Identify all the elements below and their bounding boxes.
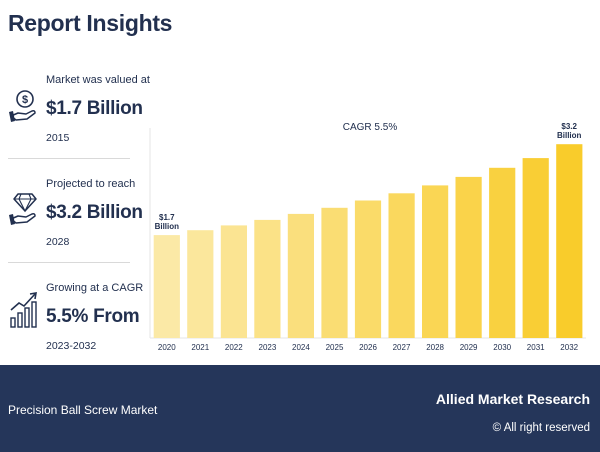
bar-2030 bbox=[489, 167, 516, 338]
stat-value: 5.5% From bbox=[46, 306, 140, 327]
x-tick-label: 2028 bbox=[426, 343, 444, 352]
chart-svg: CAGR 5.5% 2020 2021 2022 2023 2024 2025 2026 202… bbox=[149, 122, 586, 352]
x-tick-label: 2023 bbox=[259, 343, 277, 352]
x-tick-label: 2020 bbox=[158, 343, 176, 352]
divider bbox=[8, 262, 130, 263]
growth-chart-icon bbox=[8, 290, 40, 330]
x-tick-label: 2025 bbox=[326, 343, 344, 352]
bar-2025 bbox=[321, 207, 348, 338]
cagr-annotation: CAGR 5.5% bbox=[343, 122, 398, 133]
brand-name: Allied Market Research bbox=[435, 391, 590, 407]
stat-cagr: Growing at a CAGR 5.5% From 2023-2032 bbox=[8, 278, 143, 358]
x-tick-label: 2027 bbox=[393, 343, 411, 352]
stat-sub: 2015 bbox=[46, 132, 70, 144]
bar-2029 bbox=[455, 176, 482, 338]
bar-2022 bbox=[220, 225, 247, 338]
stat-market-value: $ Market was valued at $1.7 Billion 2015 bbox=[8, 70, 150, 150]
data-label: Billion bbox=[155, 222, 180, 231]
money-hand-icon: $ bbox=[8, 86, 40, 126]
data-label: $3.2 bbox=[561, 122, 577, 131]
footer: Precision Ball Screw Market Allied Marke… bbox=[0, 365, 600, 452]
stat-label: Growing at a CAGR bbox=[46, 282, 144, 294]
bar-2023 bbox=[254, 219, 281, 338]
divider bbox=[8, 158, 130, 159]
bar-2026 bbox=[354, 200, 382, 338]
x-tick-label: 2032 bbox=[560, 343, 578, 352]
stat-sub: 2028 bbox=[46, 236, 70, 248]
bar-2020 bbox=[153, 235, 180, 338]
stat-label: Market was valued at bbox=[46, 74, 150, 86]
x-tick-label: 2022 bbox=[225, 343, 243, 352]
x-tick-label: 2029 bbox=[460, 343, 478, 352]
copyright-text: © All right reserved bbox=[492, 422, 590, 434]
svg-text:$: $ bbox=[22, 94, 28, 106]
stat-sub: 2023-2032 bbox=[46, 340, 97, 352]
bar-2024 bbox=[287, 213, 314, 338]
market-name: Precision Ball Screw Market bbox=[8, 403, 158, 417]
diamond-hand-icon bbox=[8, 188, 40, 228]
x-tick-label: 2026 bbox=[359, 343, 377, 352]
bar-chart: CAGR 5.5% 2020 2021 2022 2023 2024 2025 2026 202… bbox=[140, 110, 596, 360]
bar-2027 bbox=[388, 193, 415, 338]
stat-label: Projected to reach bbox=[46, 178, 136, 190]
x-tick-label: 2024 bbox=[292, 343, 310, 352]
page-title: Report Insights bbox=[8, 10, 173, 36]
data-label: Billion bbox=[557, 131, 582, 140]
bar-2021 bbox=[187, 230, 214, 338]
stat-value: $1.7 Billion bbox=[46, 98, 143, 119]
stat-value: $3.2 Billion bbox=[46, 202, 143, 223]
x-tick-label: 2030 bbox=[493, 343, 511, 352]
stat-projected-value: Projected to reach $3.2 Billion 2028 bbox=[8, 174, 143, 254]
bar-2032 bbox=[556, 144, 583, 338]
x-tick-label: 2031 bbox=[527, 343, 545, 352]
bar-2031 bbox=[522, 158, 549, 338]
x-tick-label: 2021 bbox=[191, 343, 209, 352]
data-label: $1.7 bbox=[159, 213, 175, 222]
bar-2028 bbox=[422, 185, 449, 338]
